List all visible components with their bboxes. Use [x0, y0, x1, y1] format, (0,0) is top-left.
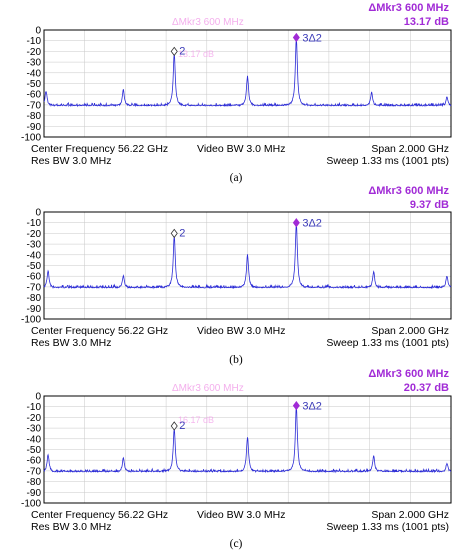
ghost-marker-value: 13.17 dB: [178, 49, 214, 59]
y-tick-label: -40: [27, 68, 42, 79]
marker-label: 2: [179, 45, 185, 57]
y-tick-label: -50: [27, 79, 42, 90]
marker-label: 3Δ2: [302, 401, 322, 413]
marker-readout-header: ΔMkr3 600 MHz: [368, 185, 449, 197]
marker-diamond-filled: [292, 32, 300, 43]
y-tick-label: -20: [27, 47, 42, 58]
y-tick-label: -40: [27, 250, 42, 261]
y-tick-label: -80: [27, 477, 42, 488]
y-tick-label: 0: [35, 208, 41, 219]
footer-res-bw: Res BW 3.0 MHz: [31, 521, 112, 533]
y-tick-label: -50: [27, 261, 42, 272]
y-tick-label: -90: [27, 122, 42, 133]
spectrum-trace: [43, 222, 452, 290]
footer-res-bw: Res BW 3.0 MHz: [31, 337, 112, 349]
y-tick-label: -100: [21, 499, 41, 510]
marker-diamond-filled: [292, 218, 300, 228]
panel-caption: (c): [230, 538, 243, 550]
spectrum-panel: 0-10-20-30-40-50-60-70-80-90-100 ΔMkr3 60…: [21, 368, 452, 550]
y-tick-label: 0: [35, 26, 41, 37]
plot-frame: [43, 211, 452, 320]
footer-video-bw: Video BW 3.0 MHz: [197, 509, 286, 521]
y-tick-label: -80: [27, 293, 42, 304]
y-tick-label: -20: [27, 229, 42, 240]
marker-diamond-open: [170, 46, 178, 57]
y-tick-label: -80: [27, 111, 42, 122]
spectrum-trace: [43, 405, 452, 474]
footer-sweep: Sweep 1.33 ms (1001 pts): [326, 155, 449, 167]
y-tick-label: -60: [27, 456, 42, 467]
y-tick-label: -10: [27, 36, 42, 47]
ghost-marker-header: ΔMkr3 600 MHz: [172, 17, 244, 28]
marker-label: 2: [179, 227, 185, 239]
footer-video-bw: Video BW 3.0 MHz: [197, 143, 286, 155]
panel-caption: (b): [229, 354, 243, 366]
marker-diamond-open: [170, 228, 178, 239]
footer-span: Span 2.000 GHz: [371, 143, 449, 155]
ghost-marker-header: ΔMkr3 600 MHz: [172, 383, 244, 394]
marker-label: 3Δ2: [302, 218, 322, 230]
panel-caption: (a): [230, 172, 243, 184]
ghost-marker-value: 16.17 dB: [178, 415, 214, 425]
footer-res-bw: Res BW 3.0 MHz: [31, 155, 112, 167]
footer-span: Span 2.000 GHz: [371, 509, 449, 521]
marker-label: 3Δ2: [302, 32, 322, 44]
footer-video-bw: Video BW 3.0 MHz: [197, 325, 286, 337]
marker-diamond-filled: [292, 400, 300, 411]
y-tick-label: -100: [21, 315, 41, 326]
marker-diamond-open: [170, 421, 178, 431]
y-tick-label: -60: [27, 272, 42, 283]
y-tick-label: 0: [35, 392, 41, 403]
y-tick-label: -90: [27, 304, 42, 315]
spectrum-panel: 0-10-20-30-40-50-60-70-80-90-100 ΔMkr3 60…: [21, 185, 452, 366]
y-tick-label: -30: [27, 424, 42, 435]
plot-frame: [43, 29, 452, 138]
y-tick-label: -30: [27, 240, 42, 251]
y-tick-label: -70: [27, 282, 42, 293]
y-tick-label: -10: [27, 402, 42, 413]
spectrum-trace: [43, 38, 452, 108]
y-tick-label: -100: [21, 133, 41, 144]
marker-label: 2: [179, 420, 185, 432]
y-tick-label: -60: [27, 90, 42, 101]
marker-readout-header: ΔMkr3 600 MHz: [368, 368, 449, 380]
y-tick-label: -70: [27, 466, 42, 477]
marker-readout-value: 20.37 dB: [404, 382, 449, 394]
y-tick-label: -40: [27, 434, 42, 445]
plot-frame: [43, 395, 452, 504]
y-tick-label: -30: [27, 58, 42, 69]
y-tick-label: -10: [27, 218, 42, 229]
y-tick-label: -50: [27, 445, 42, 456]
footer-center-frequency: Center Frequency 56.22 GHz: [31, 143, 168, 155]
y-tick-label: -20: [27, 413, 42, 424]
spectrum-panel: 0-10-20-30-40-50-60-70-80-90-100 ΔMkr3 60…: [21, 2, 452, 184]
y-tick-label: -90: [27, 488, 42, 499]
marker-readout-value: 13.17 dB: [404, 16, 449, 28]
y-tick-label: -70: [27, 100, 42, 111]
footer-sweep: Sweep 1.33 ms (1001 pts): [326, 337, 449, 349]
footer-span: Span 2.000 GHz: [371, 325, 449, 337]
footer-sweep: Sweep 1.33 ms (1001 pts): [326, 521, 449, 533]
footer-center-frequency: Center Frequency 56.22 GHz: [31, 325, 168, 337]
footer-center-frequency: Center Frequency 56.22 GHz: [31, 509, 168, 521]
marker-readout-value: 9.37 dB: [410, 199, 449, 211]
marker-readout-header: ΔMkr3 600 MHz: [368, 2, 449, 14]
